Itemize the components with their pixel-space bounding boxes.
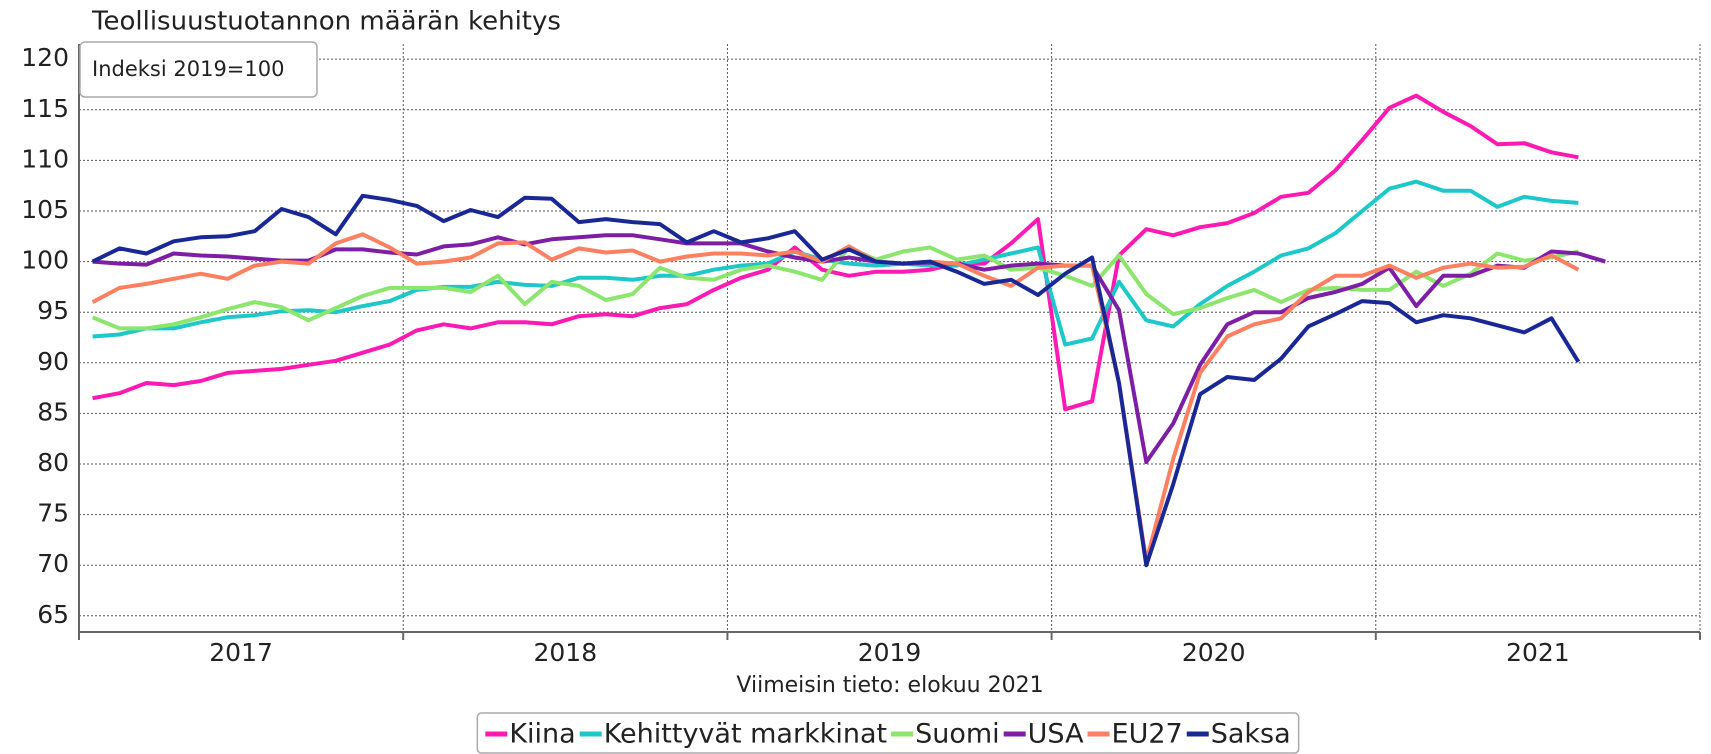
legend: Kiina Kehittyvät markkinat Suomi USA EU27 Sak…: [476, 712, 1300, 754]
legend-label: EU27: [1112, 719, 1183, 750]
series-line: [91, 193, 1581, 568]
x-tick-label: 2018: [533, 638, 597, 667]
x-axis-label: Viimeisin tieto: elokuu 2021: [736, 673, 1043, 698]
y-tick-label: 70: [37, 549, 69, 578]
x-tick-label: 2017: [209, 638, 273, 667]
y-tick-label: 110: [21, 144, 69, 173]
x-tick-label: 2020: [1182, 638, 1246, 667]
x-tick-label: 2021: [1506, 638, 1570, 667]
y-tick-label: 80: [37, 448, 69, 477]
chart-subtitle: Teollisuustuotannon määrän kehitys: [91, 7, 561, 37]
y-tick-label: 120: [21, 43, 69, 72]
annotation-box: [79, 41, 318, 98]
y-tick-label: 95: [37, 296, 69, 325]
series-line: [91, 232, 1580, 564]
legend-label: USA: [1028, 719, 1084, 750]
y-tick-label: 65: [37, 600, 69, 629]
series-line: [92, 93, 1579, 412]
legend-label: Suomi: [915, 719, 1000, 750]
y-tick-label: 90: [37, 347, 69, 376]
x-tick-label: 2019: [858, 638, 922, 667]
legend-box: [476, 712, 1300, 754]
series-line: [92, 233, 1606, 464]
y-tick-label: 105: [21, 195, 69, 224]
y-tick-label: 115: [21, 94, 69, 123]
legend-label: Kehittyvät markkinat: [604, 719, 887, 750]
y-tick-label: 75: [37, 499, 69, 528]
series-line: [91, 245, 1579, 331]
annotation: Indeksi 2019=100: [92, 57, 285, 81]
y-tick-label: 100: [21, 246, 69, 275]
y-tick-label: 85: [37, 397, 69, 426]
legend-label: Saksa: [1211, 719, 1291, 750]
legend-label: Kiina: [509, 719, 575, 750]
